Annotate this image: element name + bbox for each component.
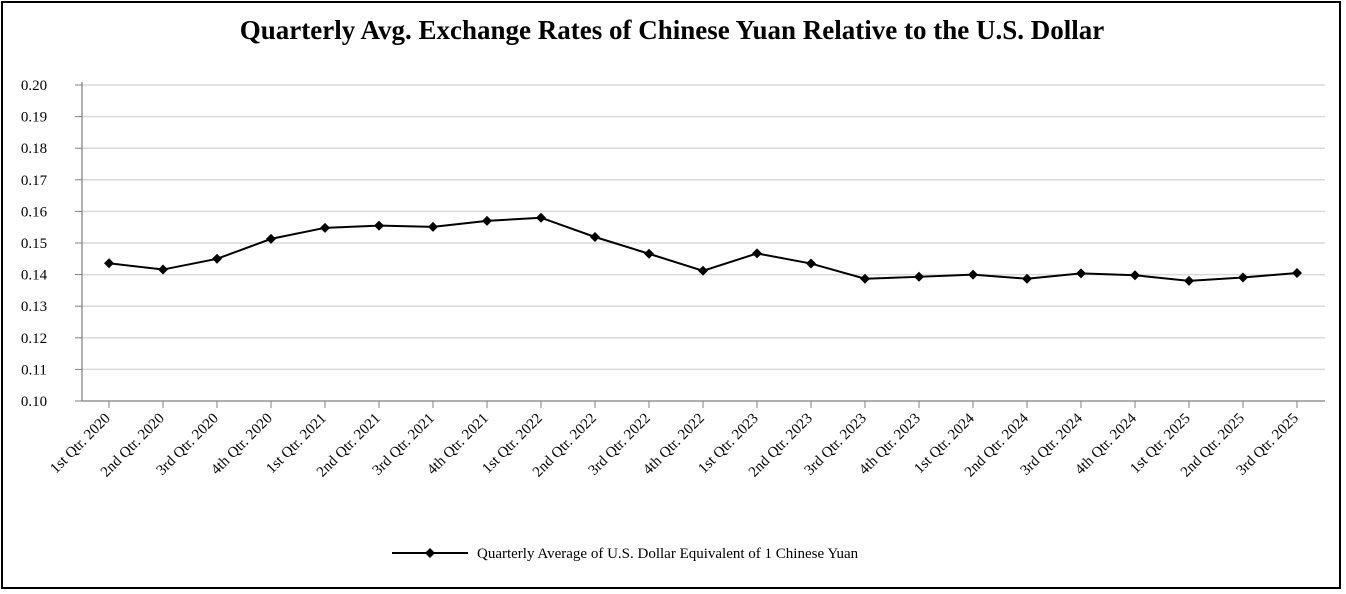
y-tick-label: 0.18: [21, 141, 47, 157]
data-point: [158, 264, 168, 275]
data-point: [968, 269, 978, 280]
data-point: [590, 231, 600, 242]
y-tick-label: 0.14: [21, 268, 48, 284]
data-point: [644, 248, 654, 259]
legend: Quarterly Average of U.S. Dollar Equival…: [392, 546, 859, 562]
y-tick-label: 0.11: [21, 362, 47, 378]
data-point: [320, 222, 330, 233]
y-tick-label: 0.20: [21, 78, 47, 94]
y-tick-label: 0.15: [21, 236, 47, 252]
data-point: [806, 258, 816, 269]
data-point: [1022, 273, 1032, 284]
data-point: [1184, 275, 1194, 286]
data-point: [212, 253, 222, 264]
data-point: [428, 221, 438, 232]
y-tick-label: 0.13: [21, 299, 47, 315]
data-point: [1238, 272, 1248, 283]
data-point: [1076, 268, 1086, 279]
data-point: [752, 248, 762, 259]
series-layer: [104, 212, 1302, 286]
chart-title: Quarterly Avg. Exchange Rates of Chinese…: [239, 15, 1105, 45]
data-point: [374, 220, 384, 231]
y-tick-label: 0.16: [21, 204, 48, 220]
axes: [75, 82, 1325, 408]
data-point: [104, 258, 114, 269]
y-tick-label: 0.17: [21, 173, 48, 189]
y-tick-labels: 0.10 0.11 0.12 0.13 0.14 0.15 0.16 0.17 0.18 0.19…: [21, 78, 48, 410]
y-tick-label: 0.10: [21, 394, 47, 410]
legend-label: Quarterly Average of U.S. Dollar Equival…: [477, 546, 859, 562]
data-point: [266, 233, 276, 244]
legend-marker: [425, 548, 435, 558]
data-point: [536, 212, 546, 223]
data-point: [1130, 270, 1140, 281]
y-tick-label: 0.12: [21, 331, 47, 347]
data-point: [698, 265, 708, 276]
data-point: [914, 271, 924, 282]
data-point: [1292, 268, 1302, 279]
data-point: [482, 215, 492, 226]
data-point: [860, 273, 870, 284]
y-tick-label: 0.19: [21, 110, 47, 126]
gridlines: [82, 84, 1325, 371]
